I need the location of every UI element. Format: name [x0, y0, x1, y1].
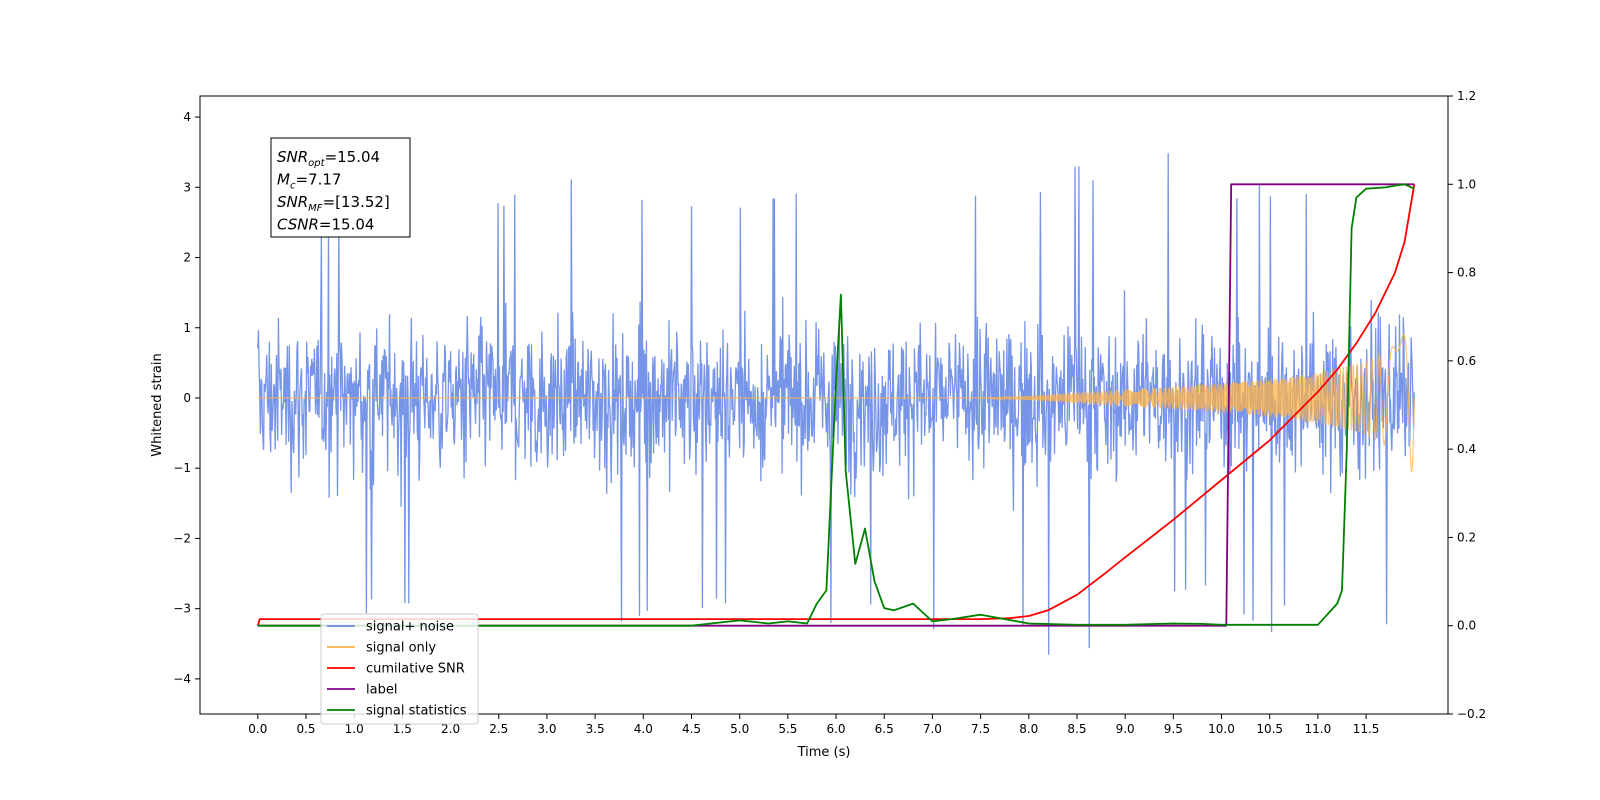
x-tick-label: 11.5 [1353, 722, 1380, 736]
legend-label: cumilative SNR [366, 662, 465, 677]
x-tick-label: 1.0 [345, 722, 364, 736]
annotation-line: Mc=7.17 [277, 171, 341, 192]
legend-label: signal+ noise [366, 620, 454, 635]
legend-label: signal only [366, 641, 436, 656]
x-tick-label: 8.5 [1067, 722, 1086, 736]
legend-label: signal statistics [366, 704, 467, 719]
plot-frame [199, 95, 1449, 715]
x-tick-label: 9.5 [1164, 722, 1183, 736]
legend: signal+ noise signal only cumilative SNR la… [320, 613, 479, 725]
annotation-line: SNRMF=[13.52] [277, 193, 390, 214]
legend-label: label [366, 683, 397, 698]
y-right-tick-label: 0.4 [1457, 442, 1476, 456]
y-left-tick-label: −4 [173, 672, 191, 686]
y-left-tick-label: 1 [183, 321, 191, 335]
y-left-tick-label: 2 [183, 251, 191, 265]
x-tick-label: 2.5 [489, 722, 508, 736]
y-right-tick-label: 0.6 [1457, 354, 1476, 368]
x-tick-label: 11.0 [1305, 722, 1332, 736]
x-tick-label: 1.5 [393, 722, 412, 736]
x-tick-label: 5.5 [778, 722, 797, 736]
x-tick-label: 3.0 [537, 722, 556, 736]
x-tick-label: 0.0 [248, 722, 267, 736]
y-left-tick-label: 4 [183, 110, 191, 124]
x-tick-label: 7.0 [923, 722, 942, 736]
series-layer [256, 153, 1416, 655]
y-right-tick-label: 1.2 [1457, 89, 1476, 103]
x-tick-label: 6.5 [875, 722, 894, 736]
x-tick-label: 0.5 [296, 722, 315, 736]
x-tick-label: 10.0 [1208, 722, 1235, 736]
y-left-tick-label: 0 [183, 391, 191, 405]
x-tick-label: 5.0 [730, 722, 749, 736]
y-right-tick-label: 1.0 [1457, 177, 1476, 191]
x-tick-label: 9.0 [1116, 722, 1135, 736]
y-right-tick-label: −0.2 [1457, 707, 1486, 721]
y-left-tick-label: −1 [173, 461, 191, 475]
x-tick-label: 4.5 [682, 722, 701, 736]
series-cumulative-snr [256, 184, 1416, 626]
x-tick-label: 3.5 [586, 722, 605, 736]
y-right-tick-label: 0.8 [1457, 266, 1476, 280]
y-axis-label: Whitened strain [150, 353, 165, 456]
x-tick-label: 10.5 [1256, 722, 1283, 736]
annotation-line: CSNR=15.04 [277, 216, 374, 234]
y-right-tick-label: 0.0 [1457, 619, 1476, 633]
y-left-tick-label: −3 [173, 602, 191, 616]
x-tick-label: 2.0 [441, 722, 460, 736]
y-right-tick-label: 0.2 [1457, 530, 1476, 544]
y-left-tick-label: −2 [173, 531, 191, 545]
x-tick-label: 8.0 [1019, 722, 1038, 736]
x-tick-label: 6.0 [826, 722, 845, 736]
legend-frame [320, 613, 479, 725]
annotation-line: SNRopt=15.04 [277, 148, 380, 169]
x-axis-label: Time (s) [797, 745, 851, 760]
series-signal-statistics [257, 183, 1415, 627]
series-signal-noise [257, 153, 1415, 655]
y-left-tick-label: 3 [183, 180, 191, 194]
annotation-frame [270, 137, 411, 238]
series-label [257, 183, 1415, 627]
axes-layer: 0.0 0.5 1.0 1.5 2.0 2.5 3.0 3.5 4.0 4.5 5.0 5.5 6.0 6… [173, 89, 1486, 736]
x-tick-label: 4.0 [634, 722, 653, 736]
x-tick-label: 7.5 [971, 722, 990, 736]
